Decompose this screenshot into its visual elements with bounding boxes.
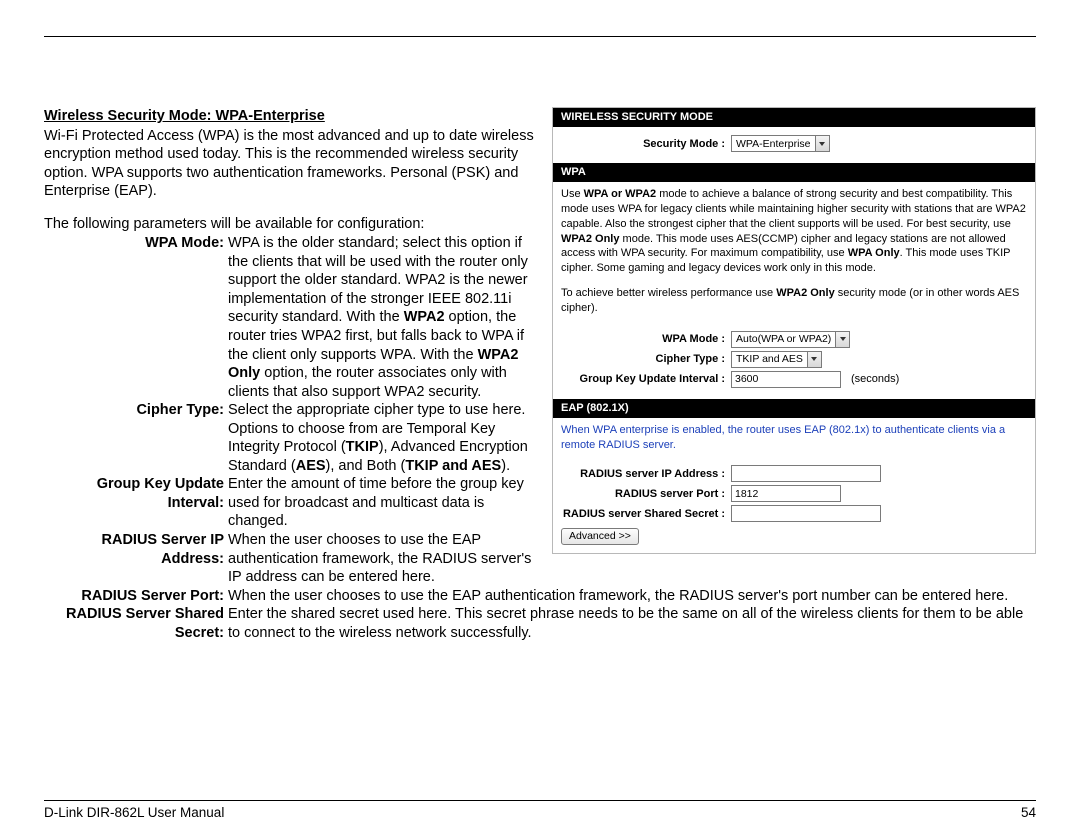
select-wpa-mode[interactable]: Auto(WPA or WPA2) <box>731 331 850 348</box>
label-wpa-mode-select: WPA Mode : <box>561 333 731 345</box>
select-cipher[interactable]: TKIP and AES <box>731 351 822 368</box>
desc-rsecret: Enter the shared secret used here. This … <box>228 605 1034 642</box>
bottom-rule <box>44 800 1036 801</box>
label-cipher: Cipher Type: <box>44 401 228 475</box>
row-gkui: Group Key Update Interval: Enter the amo… <box>44 475 534 531</box>
label-wpa-mode: WPA Mode: <box>44 234 228 401</box>
label-radius-ip: RADIUS server IP Address : <box>561 468 731 480</box>
row-radius-secret: RADIUS server Shared Secret : <box>561 505 1027 522</box>
label-gkui-input: Group Key Update Interval : <box>561 373 731 385</box>
text: option, the router associates only with … <box>228 365 507 400</box>
intro-paragraph: Wi-Fi Protected Access (WPA) is the most… <box>44 127 534 201</box>
footer-left: D-Link DIR-862L User Manual <box>44 805 224 820</box>
right-column: WIRELESS SECURITY MODE Security Mode : W… <box>552 107 1036 587</box>
select-security-mode[interactable]: WPA-Enterprise <box>731 135 830 152</box>
chevron-down-icon <box>835 332 849 347</box>
row-rip: RADIUS Server IP Address: When the user … <box>44 531 534 587</box>
section-title: Wireless Security Mode: WPA-Enterprise <box>44 107 534 126</box>
label-rsecret: RADIUS Server Shared Secret: <box>44 605 228 642</box>
full-width-dl: RADIUS Server Port: When the user choose… <box>44 587 1034 643</box>
unit-seconds: (seconds) <box>851 373 899 385</box>
input-radius-secret[interactable] <box>731 505 881 522</box>
desc-rip: When the user chooses to use the EAP aut… <box>228 531 534 587</box>
input-radius-ip[interactable] <box>731 465 881 482</box>
row-wpa-mode: WPA Mode: WPA is the older standard; sel… <box>44 234 534 401</box>
label-rip: RADIUS Server IP Address: <box>44 531 228 587</box>
chevron-down-icon <box>807 352 821 367</box>
input-radius-port[interactable] <box>731 485 841 502</box>
definition-list: WPA Mode: WPA is the older standard; sel… <box>44 234 534 586</box>
input-gkui[interactable] <box>731 371 841 388</box>
text: ), and Both ( <box>326 458 406 474</box>
bold: AES <box>296 458 326 474</box>
label-security-mode: Security Mode : <box>561 138 731 150</box>
label-radius-port: RADIUS server Port : <box>561 488 731 500</box>
select-value: Auto(WPA or WPA2) <box>732 333 835 345</box>
panel-header-wpa: WPA <box>553 163 1035 182</box>
desc-gkui: Enter the amount of time before the grou… <box>228 475 534 531</box>
config-panel: WIRELESS SECURITY MODE Security Mode : W… <box>552 107 1036 554</box>
panel-body-security: Security Mode : WPA-Enterprise <box>553 127 1035 163</box>
wpa-note-2: To achieve better wireless performance u… <box>561 286 1027 316</box>
panel-body-eap: When WPA enterprise is enabled, the rout… <box>553 418 1035 554</box>
desc-cipher: Select the appropriate cipher type to us… <box>228 401 534 475</box>
page-footer: D-Link DIR-862L User Manual 54 <box>44 800 1036 820</box>
chevron-down-icon <box>815 136 829 151</box>
panel-header-eap: EAP (802.1X) <box>553 399 1035 418</box>
wpa-note: Use WPA or WPA2 mode to achieve a balanc… <box>561 187 1027 276</box>
lead-sentence: The following parameters will be availab… <box>44 215 534 234</box>
panel-header-security: WIRELESS SECURITY MODE <box>553 108 1035 127</box>
row-wpa-mode-select: WPA Mode : Auto(WPA or WPA2) <box>561 331 1027 348</box>
row-cipher: Cipher Type: Select the appropriate ciph… <box>44 401 534 475</box>
label-rport: RADIUS Server Port: <box>44 587 228 606</box>
text: ). <box>501 458 510 474</box>
label-gkui: Group Key Update Interval: <box>44 475 228 531</box>
left-column: Wireless Security Mode: WPA-Enterprise W… <box>44 107 534 587</box>
select-value: WPA-Enterprise <box>732 138 815 150</box>
bold: WPA2 <box>404 309 445 325</box>
eap-note: When WPA enterprise is enabled, the rout… <box>561 423 1027 453</box>
desc-rport: When the user chooses to use the EAP aut… <box>228 587 1034 606</box>
page-number: 54 <box>1021 805 1036 820</box>
label-radius-secret: RADIUS server Shared Secret : <box>561 508 731 520</box>
panel-body-wpa: Use WPA or WPA2 mode to achieve a balanc… <box>553 182 1035 399</box>
bold: TKIP and AES <box>405 458 501 474</box>
row-radius-port: RADIUS server Port : <box>561 485 1027 502</box>
row-cipher-select: Cipher Type : TKIP and AES <box>561 351 1027 368</box>
row-radius-ip: RADIUS server IP Address : <box>561 465 1027 482</box>
row-security-mode: Security Mode : WPA-Enterprise <box>561 135 1027 152</box>
row-gkui-input: Group Key Update Interval : (seconds) <box>561 371 1027 388</box>
content-columns: Wireless Security Mode: WPA-Enterprise W… <box>44 107 1036 587</box>
top-rule <box>44 36 1036 37</box>
bold: TKIP <box>346 439 379 455</box>
select-value: TKIP and AES <box>732 353 807 365</box>
advanced-button[interactable]: Advanced >> <box>561 528 639 545</box>
label-cipher-select: Cipher Type : <box>561 353 731 365</box>
desc-wpa-mode: WPA is the older standard; select this o… <box>228 234 534 401</box>
row-rsecret: RADIUS Server Shared Secret: Enter the s… <box>44 605 1034 642</box>
row-rport: RADIUS Server Port: When the user choose… <box>44 587 1034 606</box>
page: Wireless Security Mode: WPA-Enterprise W… <box>0 0 1080 834</box>
